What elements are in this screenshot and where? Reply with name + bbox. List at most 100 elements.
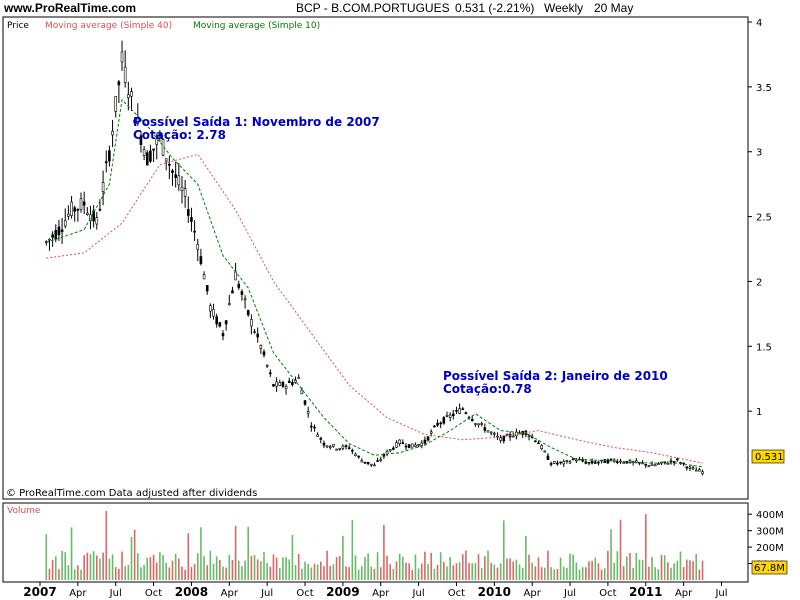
candle-body	[199, 256, 203, 264]
volume-bar	[499, 563, 502, 580]
x-tick-label: 2007	[23, 585, 56, 599]
volume-bar	[594, 557, 597, 580]
last-volume-value: 67.8M	[754, 563, 785, 574]
candle-body	[376, 460, 379, 462]
volume-bar	[370, 566, 373, 580]
volume-bar	[146, 557, 149, 580]
candle-body	[511, 435, 515, 438]
volume-bar	[212, 563, 215, 580]
candle-body	[243, 298, 247, 301]
candle-body	[575, 459, 578, 462]
x-tick-label: Jul	[412, 588, 425, 599]
volume-bar	[159, 552, 161, 580]
annotation-2-title: Possível Saída 2: Janeiro de 2010	[443, 369, 668, 383]
volume-bar	[657, 569, 660, 580]
x-tick-label: Apr	[372, 588, 390, 599]
candle-body	[392, 447, 395, 450]
volume-bar	[357, 569, 360, 580]
volume-bar	[487, 550, 489, 580]
x-tick-label: 2008	[175, 585, 208, 599]
volume-bar	[632, 567, 634, 580]
volume-bar	[461, 554, 464, 580]
volume-bar	[537, 557, 540, 580]
volume-bar	[679, 551, 682, 580]
volume-bar	[383, 524, 385, 580]
volume-bar	[414, 554, 417, 580]
candle-body	[499, 437, 502, 441]
candle-body	[698, 469, 701, 472]
volume-bar	[351, 520, 354, 580]
candle-body	[448, 414, 452, 418]
volume-bar	[200, 527, 202, 580]
candle-body	[612, 459, 616, 462]
volume-bar	[288, 559, 291, 580]
volume-bar	[294, 565, 297, 580]
candle-body	[142, 149, 146, 156]
price-candles	[45, 40, 704, 476]
volume-bar	[137, 553, 139, 580]
volume-bar	[417, 568, 420, 580]
volume-bar	[455, 563, 458, 580]
candle-body	[464, 412, 468, 415]
candle-body	[669, 460, 673, 463]
volume-bar	[496, 567, 499, 580]
candle-body	[410, 443, 414, 448]
volume-bar	[190, 567, 193, 580]
volume-bar	[402, 556, 404, 580]
volume-bar	[168, 567, 171, 580]
volume-bar	[373, 568, 376, 580]
chart-date: 20 May	[594, 1, 634, 15]
legend-ma10: Moving average (Simple 10)	[193, 21, 320, 31]
candle-body	[644, 463, 648, 466]
volume-bar	[231, 559, 234, 580]
volume-bar	[203, 556, 205, 580]
candle-body	[562, 461, 566, 465]
volume-bar	[525, 535, 527, 580]
candle-body	[369, 463, 373, 466]
candle-body	[287, 380, 291, 384]
volume-bar	[326, 550, 328, 580]
candle-body	[366, 461, 370, 465]
volume-bar	[436, 564, 439, 580]
volume-bar	[477, 554, 480, 580]
volume-bar	[124, 566, 126, 580]
candle-body	[127, 94, 130, 98]
candle-body	[657, 463, 660, 466]
volume-bar	[184, 569, 186, 580]
candle-body	[354, 453, 357, 456]
volume-bar	[610, 529, 612, 580]
volume-bar	[118, 568, 120, 580]
volume-bar	[474, 563, 477, 580]
volume-bar	[152, 554, 155, 580]
volume-bar	[544, 567, 546, 580]
volume-bar	[648, 566, 650, 580]
candle-body	[272, 384, 275, 387]
candle-body	[622, 462, 625, 464]
candle-body	[647, 465, 651, 467]
volume-bar	[332, 564, 335, 580]
volume-bar	[430, 552, 433, 580]
volume-bar	[111, 554, 114, 580]
volume-bar	[323, 566, 325, 580]
volume-bar	[171, 560, 174, 580]
candle-body	[183, 188, 187, 197]
candle-body	[347, 447, 351, 449]
symbol-name: BCP - B.COM.PORTUGUES	[296, 1, 450, 15]
volume-bar	[361, 566, 363, 580]
candle-body	[133, 119, 136, 124]
candle-body	[278, 382, 282, 386]
y-tick-label: 2.5	[756, 213, 772, 224]
volume-bar	[685, 559, 688, 580]
volume-bar	[269, 566, 272, 580]
candle-body	[653, 464, 657, 467]
candle-body	[202, 274, 206, 280]
volume-bar	[701, 560, 704, 580]
candle-body	[701, 471, 704, 475]
volume-bar	[607, 550, 609, 580]
chart-period[interactable]: Weekly	[544, 1, 584, 15]
site-name[interactable]: www.ProRealTime.com	[4, 1, 137, 15]
candle-body	[606, 459, 610, 464]
candle-body	[373, 464, 376, 467]
annotation-1-title: Possível Saída 1: Novembro de 2007	[133, 115, 380, 129]
volume-bar	[237, 560, 240, 580]
